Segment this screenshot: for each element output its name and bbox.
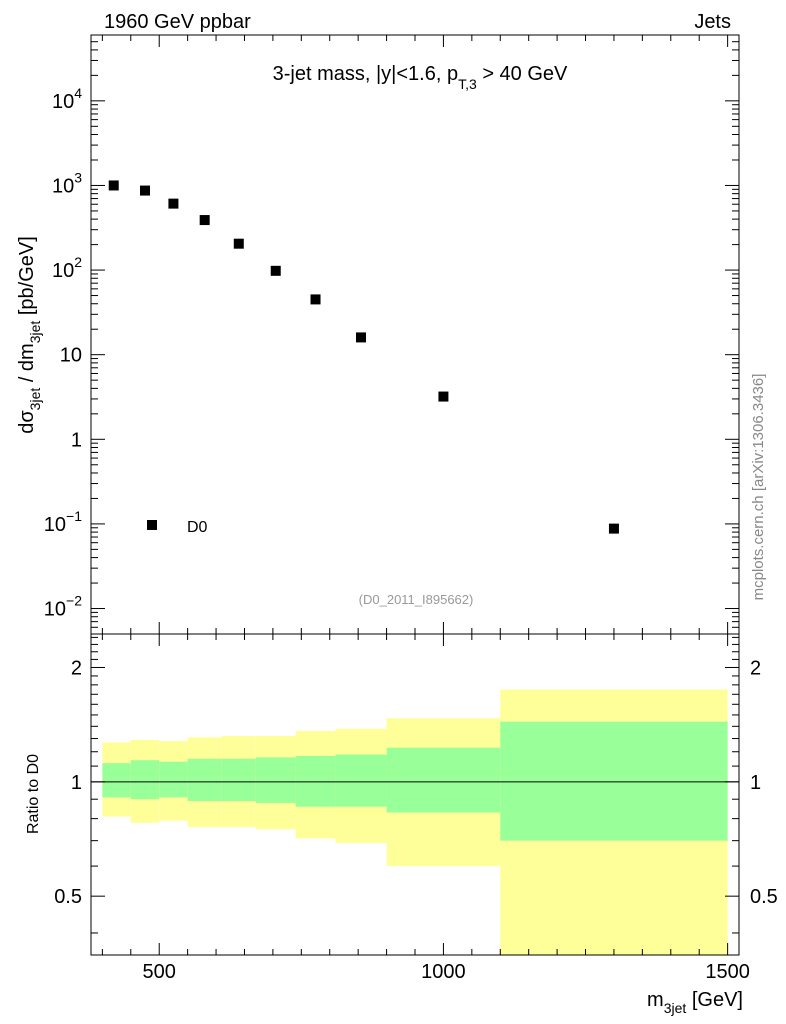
inner-band-bin-3 <box>187 758 222 802</box>
main-y-tick-label: 1 <box>71 429 82 451</box>
data-point <box>310 294 321 305</box>
header-right-label: Jets <box>694 11 731 33</box>
ratio-y-tick-label-right: 2 <box>750 657 761 679</box>
inner-band-bin-0 <box>102 763 131 798</box>
inner-band-bin-9 <box>500 721 728 841</box>
main-y-tick-label: 10−2 <box>44 593 82 621</box>
x-tick-label: 500 <box>143 961 176 983</box>
analysis-id-label: (D0_2011_I895662) <box>359 592 474 607</box>
header-left-label: 1960 GeV ppbar <box>104 11 251 33</box>
main-chart-title: 3-jet mass, |y|<1.6, pT,3 > 40 GeV <box>273 63 568 92</box>
inner-band-bin-8 <box>386 747 501 813</box>
main-y-tick-label: 102 <box>52 254 82 282</box>
inner-band-bin-4 <box>221 758 256 802</box>
main-y-tick-label: 10−1 <box>44 508 82 536</box>
data-point <box>233 238 244 249</box>
main-y-tick-label: 104 <box>52 85 82 113</box>
data-point <box>199 215 210 226</box>
main-plot-frame <box>90 34 740 635</box>
inner-band-bin-6 <box>295 755 336 807</box>
main-y-tick-label: 10 <box>60 345 82 367</box>
inner-band-bin-2 <box>159 761 188 798</box>
ratio-y-axis-label: Ratio to D0 <box>25 754 42 834</box>
ratio-y-tick-label-left: 0.5 <box>54 886 82 908</box>
ratio-y-tick-label-right: 0.5 <box>750 886 778 908</box>
data-point <box>140 185 150 196</box>
main-y-axis-label: dσ3jet / dm3jet [pb/GeV] <box>16 236 43 434</box>
x-tick-label: 1000 <box>421 961 466 983</box>
data-point <box>108 180 119 191</box>
data-point <box>270 265 281 276</box>
main-y-tick-label: 103 <box>52 169 82 197</box>
ratio-y-tick-label-right: 1 <box>750 772 761 794</box>
data-point <box>608 523 619 534</box>
inner-band-bin-5 <box>255 757 296 803</box>
inner-band-bin-1 <box>130 760 160 800</box>
x-axis-label: m3jet [GeV] <box>647 989 743 1016</box>
ratio-panel: 2 2 1 1 0.5 0.5 500 1000 1500 Ratio to D0 m3jet… <box>25 633 778 1016</box>
ratio-x-tick-labels: 500 1000 1500 <box>143 961 750 983</box>
legend-marker <box>147 520 157 530</box>
main-data-points <box>108 180 619 534</box>
mcplots-watermark: mcplots.cern.ch [arXiv:1306.3436] <box>750 374 767 601</box>
ratio-y-tick-label-left: 1 <box>71 772 82 794</box>
data-point <box>168 198 179 209</box>
ratio-y-tick-label-left: 2 <box>71 657 82 679</box>
ratio-axis-ticks <box>91 634 739 955</box>
ratio-y-tick-labels: 2 2 1 1 0.5 0.5 <box>54 657 778 908</box>
legend-label: D0 <box>187 519 208 536</box>
main-axis-ticks <box>91 34 739 635</box>
x-tick-label: 1500 <box>705 961 750 983</box>
ratio-uncertainty-bands <box>102 689 728 955</box>
data-point <box>356 332 366 343</box>
inner-band-bin-7 <box>335 754 387 807</box>
ratio-plot-frame <box>90 633 740 956</box>
data-point <box>438 391 449 402</box>
